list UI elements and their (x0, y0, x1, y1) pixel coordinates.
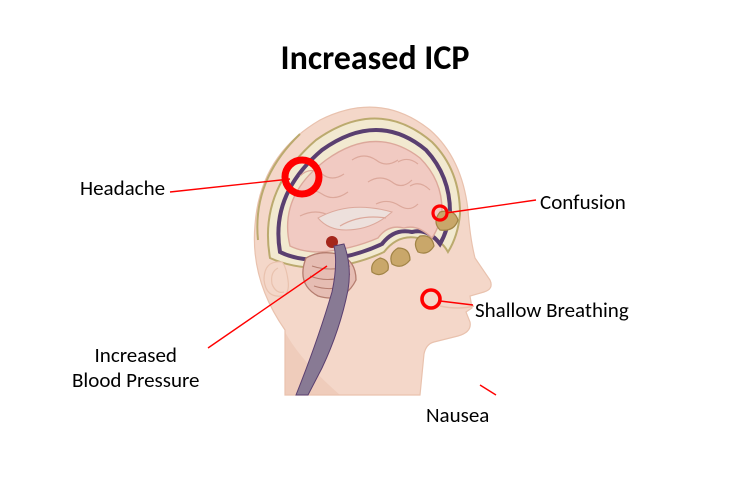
annotation-label-ibp: Increased Blood Pressure (72, 343, 199, 393)
annotation-label-confusion: Confusion (540, 190, 626, 215)
annotation-label-shallow: Shallow Breathing (475, 298, 629, 323)
head-illustration (254, 107, 491, 395)
diagram-canvas (0, 0, 750, 500)
annotation-label-nausea: Nausea (426, 403, 489, 428)
annotation-label-headache: Headache (80, 176, 165, 201)
